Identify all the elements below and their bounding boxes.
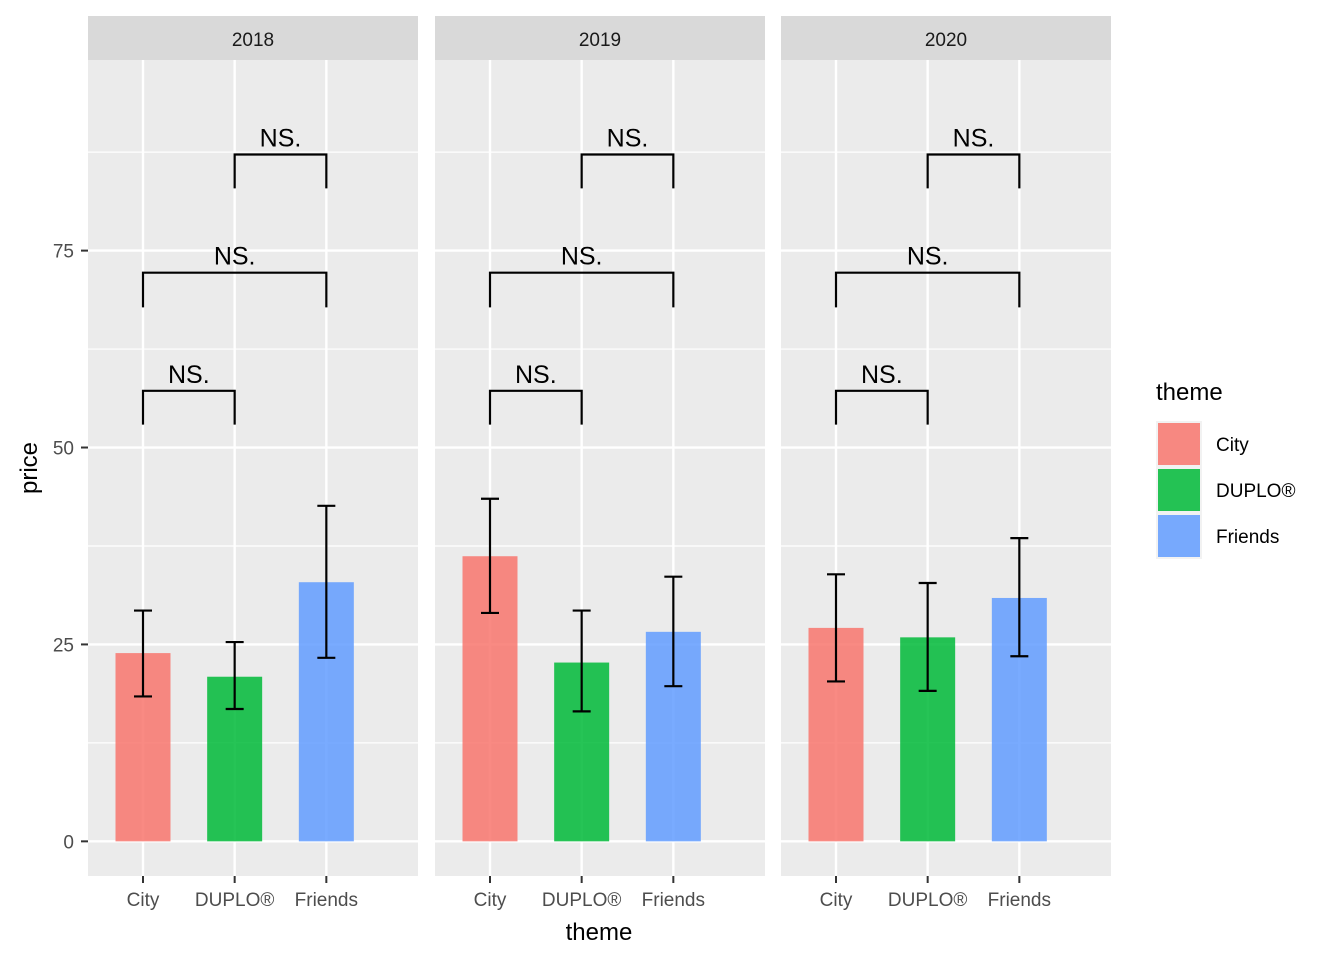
facet-panels: 2018 NS. NS. NS. City DUPLO® Friends 2019 NS. NS.… <box>88 16 1111 911</box>
bracket-line <box>141 271 328 308</box>
legend-label: DUPLO® <box>1216 481 1295 502</box>
error-bar <box>664 575 683 688</box>
y-tick-label: 50 <box>53 439 74 460</box>
facet-strip-label: 2018 <box>232 30 274 51</box>
significance-label: NS. <box>607 125 649 153</box>
legend-label: City <box>1216 435 1249 456</box>
bracket-line <box>233 153 328 189</box>
significance-bracket: NS. <box>233 125 328 189</box>
significance-bracket: NS. <box>834 361 929 425</box>
facet-strip-label: 2020 <box>925 30 967 51</box>
x-tick-label: City <box>474 890 507 911</box>
facet-strip <box>88 16 418 60</box>
x-axis-title: theme <box>566 919 633 946</box>
y-axis-title: price <box>16 442 43 494</box>
legend-swatch <box>1158 515 1200 557</box>
error-bar <box>827 573 845 683</box>
bracket-line <box>488 389 583 425</box>
error-bar <box>317 504 336 659</box>
facet-panel: 2020 NS. NS. NS. City DUPLO® Friends <box>781 16 1111 911</box>
error-bar <box>1010 537 1029 658</box>
legend-swatch <box>1158 469 1200 511</box>
significance-label: NS. <box>561 243 603 271</box>
significance-label: NS. <box>861 361 903 389</box>
facet-strip <box>435 16 765 60</box>
legend-title: theme <box>1156 379 1223 406</box>
facet-panel: 2018 NS. NS. NS. City DUPLO® Friends <box>88 16 418 911</box>
significance-label: NS. <box>214 243 256 271</box>
bracket-line <box>834 389 929 425</box>
x-tick-label: City <box>820 890 853 911</box>
legend-item: Friends <box>1156 513 1279 559</box>
x-tick-label: Friends <box>295 890 358 911</box>
error-bar <box>918 581 937 693</box>
bracket-line <box>926 153 1021 189</box>
x-tick-label: City <box>127 890 160 911</box>
facet-strip <box>781 16 1111 60</box>
facet-panel: 2019 NS. NS. NS. City DUPLO® Friends <box>435 16 765 911</box>
x-tick-label: DUPLO® <box>542 890 621 911</box>
x-tick-label: DUPLO® <box>195 890 274 911</box>
significance-bracket: NS. <box>141 361 236 425</box>
legend-swatch <box>1158 423 1200 465</box>
y-tick-label: 25 <box>53 635 74 656</box>
significance-label: NS. <box>953 125 995 153</box>
x-tick-label: DUPLO® <box>888 890 967 911</box>
error-bar <box>572 609 591 713</box>
error-bar <box>225 640 244 711</box>
y-tick-label: 0 <box>63 832 74 853</box>
significance-bracket: NS. <box>141 243 328 308</box>
significance-label: NS. <box>907 243 949 271</box>
x-tick-label: Friends <box>642 890 705 911</box>
error-bar <box>481 497 499 615</box>
legend: City DUPLO® Friends <box>1156 421 1295 559</box>
error-bar <box>134 609 152 698</box>
y-tick-label: 75 <box>53 242 74 263</box>
significance-bracket: NS. <box>926 125 1021 189</box>
facet-strip-label: 2019 <box>579 30 621 51</box>
bracket-line <box>141 389 236 425</box>
legend-item: City <box>1156 421 1249 467</box>
significance-label: NS. <box>168 361 210 389</box>
bracket-line <box>580 153 675 189</box>
significance-bracket: NS. <box>834 243 1021 308</box>
y-axis: 0 25 50 75 <box>53 242 88 853</box>
significance-label: NS. <box>515 361 557 389</box>
legend-label: Friends <box>1216 527 1279 548</box>
bracket-line <box>834 271 1021 308</box>
significance-bracket: NS. <box>488 361 583 425</box>
significance-label: NS. <box>260 125 302 153</box>
bracket-line <box>488 271 675 308</box>
x-tick-label: Friends <box>988 890 1051 911</box>
significance-bracket: NS. <box>580 125 675 189</box>
legend-item: DUPLO® <box>1156 467 1295 513</box>
significance-bracket: NS. <box>488 243 675 308</box>
